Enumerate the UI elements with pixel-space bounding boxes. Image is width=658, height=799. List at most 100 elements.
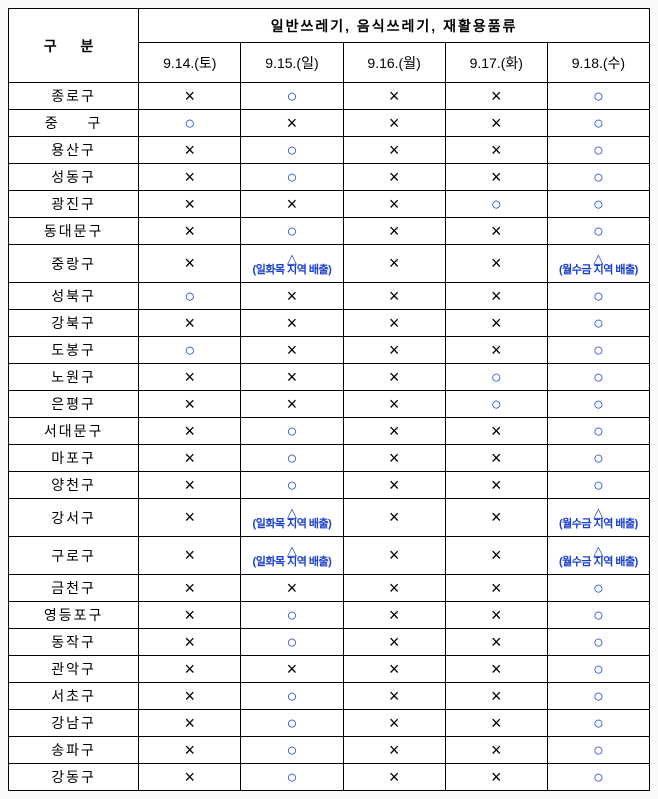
x-mark: × <box>491 221 502 241</box>
x-mark: × <box>389 659 400 679</box>
schedule-cell: × <box>343 537 445 575</box>
schedule-cell: × <box>139 310 241 337</box>
schedule-cell: ○ <box>547 83 649 110</box>
x-mark: × <box>491 313 502 333</box>
triangle-mark: △ <box>241 506 342 519</box>
table-row: 강서구×△(일화목 지역 배출)××△(월수금 지역 배출) <box>9 499 650 537</box>
x-mark: × <box>389 507 400 527</box>
table-row: 서대문구×○××○ <box>9 418 650 445</box>
x-mark: × <box>287 367 298 387</box>
schedule-cell: × <box>343 164 445 191</box>
schedule-cell: △(일화목 지역 배출) <box>241 245 343 283</box>
table-row: 용산구×○××○ <box>9 137 650 164</box>
district-name: 노원구 <box>9 364 139 391</box>
o-mark: ○ <box>287 605 298 625</box>
district-name: 종로구 <box>9 83 139 110</box>
schedule-cell: × <box>445 683 547 710</box>
schedule-cell: × <box>343 83 445 110</box>
district-name: 서대문구 <box>9 418 139 445</box>
schedule-cell: ○ <box>547 710 649 737</box>
header-date-2: 9.16.(월) <box>343 43 445 83</box>
district-name: 중랑구 <box>9 245 139 283</box>
district-name: 성동구 <box>9 164 139 191</box>
schedule-cell: × <box>139 629 241 656</box>
schedule-cell: × <box>343 683 445 710</box>
district-name: 양천구 <box>9 472 139 499</box>
triangle-mark: △ <box>548 544 649 557</box>
o-mark: ○ <box>593 313 604 333</box>
o-mark: ○ <box>593 475 604 495</box>
x-mark: × <box>287 113 298 133</box>
schedule-cell: × <box>343 245 445 283</box>
table-row: 서초구×○××○ <box>9 683 650 710</box>
x-mark: × <box>491 421 502 441</box>
district-name: 강남구 <box>9 710 139 737</box>
x-mark: × <box>491 167 502 187</box>
x-mark: × <box>185 578 196 598</box>
schedule-cell: × <box>139 602 241 629</box>
o-mark: ○ <box>287 740 298 760</box>
schedule-cell: × <box>445 245 547 283</box>
schedule-cell: ○ <box>547 737 649 764</box>
x-mark: × <box>287 394 298 414</box>
o-mark: ○ <box>593 140 604 160</box>
schedule-cell: × <box>445 602 547 629</box>
o-mark: ○ <box>593 767 604 787</box>
schedule-cell: ○ <box>547 764 649 791</box>
schedule-cell: × <box>241 110 343 137</box>
x-mark: × <box>185 475 196 495</box>
o-mark: ○ <box>287 686 298 706</box>
schedule-cell: × <box>445 499 547 537</box>
x-mark: × <box>389 605 400 625</box>
district-name: 은평구 <box>9 391 139 418</box>
schedule-cell: ○ <box>241 445 343 472</box>
x-mark: × <box>491 740 502 760</box>
schedule-cell: × <box>241 391 343 418</box>
schedule-cell: × <box>343 710 445 737</box>
o-mark: ○ <box>287 140 298 160</box>
schedule-cell: × <box>445 737 547 764</box>
schedule-cell: ○ <box>241 737 343 764</box>
table-row: 성동구×○××○ <box>9 164 650 191</box>
table-row: 강남구×○××○ <box>9 710 650 737</box>
schedule-cell: × <box>343 472 445 499</box>
table-row: 관악구××××○ <box>9 656 650 683</box>
district-name: 용산구 <box>9 137 139 164</box>
schedule-cell: ○ <box>547 337 649 364</box>
triangle-note: (월수금 지역 배출) <box>548 519 649 530</box>
district-name: 중 구 <box>9 110 139 137</box>
o-mark: ○ <box>287 421 298 441</box>
o-mark: ○ <box>287 221 298 241</box>
x-mark: × <box>389 740 400 760</box>
schedule-cell: × <box>343 602 445 629</box>
x-mark: × <box>491 767 502 787</box>
x-mark: × <box>389 475 400 495</box>
district-name: 관악구 <box>9 656 139 683</box>
x-mark: × <box>185 632 196 652</box>
x-mark: × <box>287 659 298 679</box>
schedule-cell: × <box>445 110 547 137</box>
schedule-cell: ○ <box>445 391 547 418</box>
x-mark: × <box>491 605 502 625</box>
triangle-note: (월수금 지역 배출) <box>548 265 649 276</box>
x-mark: × <box>185 253 196 273</box>
x-mark: × <box>185 86 196 106</box>
schedule-cell: ○ <box>547 602 649 629</box>
district-name: 동대문구 <box>9 218 139 245</box>
o-mark: ○ <box>593 448 604 468</box>
district-name: 구로구 <box>9 537 139 575</box>
triangle-note: (일화목 지역 배출) <box>241 519 342 530</box>
x-mark: × <box>389 632 400 652</box>
table-row: 동대문구×○××○ <box>9 218 650 245</box>
schedule-cell: × <box>343 391 445 418</box>
schedule-cell: ○ <box>241 710 343 737</box>
schedule-cell: ○ <box>139 110 241 137</box>
schedule-cell: △(일화목 지역 배출) <box>241 537 343 575</box>
header-corner: 구 분 <box>9 9 139 83</box>
schedule-cell: × <box>445 764 547 791</box>
schedule-cell: × <box>445 337 547 364</box>
o-mark: ○ <box>491 394 502 414</box>
table-row: 광진구×××○○ <box>9 191 650 218</box>
o-mark: ○ <box>287 767 298 787</box>
x-mark: × <box>491 659 502 679</box>
